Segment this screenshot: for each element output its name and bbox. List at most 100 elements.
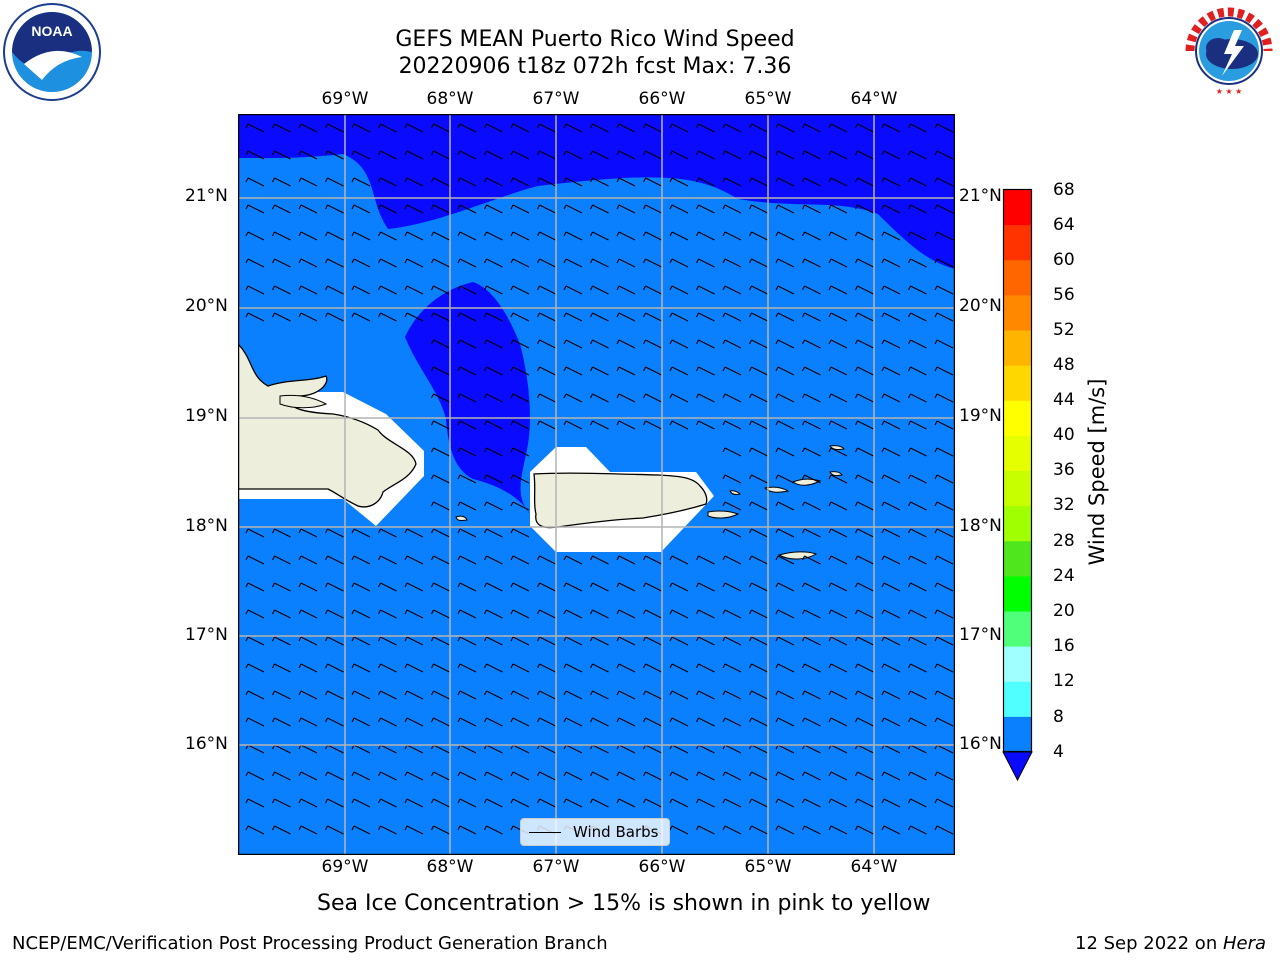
wind-barb — [378, 717, 397, 727]
wind-barb — [616, 177, 636, 187]
wind-barb — [510, 771, 530, 781]
wind-barb — [855, 798, 874, 808]
wind-barb — [272, 609, 291, 619]
wind-barb — [908, 717, 927, 727]
wind-barb — [457, 636, 477, 646]
wind-barb — [775, 285, 795, 295]
wind-barb — [510, 663, 530, 673]
wind-barb — [537, 312, 556, 322]
wind-barb — [669, 717, 689, 727]
wind-barb — [325, 150, 344, 160]
wind-barb — [563, 339, 583, 349]
wind-barb — [563, 771, 583, 781]
wind-barb — [802, 204, 821, 214]
wind-barb — [855, 231, 874, 241]
wind-barb — [749, 393, 768, 403]
wind-barb — [590, 717, 609, 727]
wind-barb — [696, 312, 715, 322]
wind-barb — [457, 690, 477, 700]
wind-barb — [431, 420, 450, 430]
wind-barb — [484, 312, 503, 322]
wind-barb — [590, 204, 609, 214]
wind-barb — [934, 663, 954, 673]
wind-barb — [510, 447, 530, 457]
wind-barb — [643, 393, 662, 403]
wind-barb — [749, 528, 768, 538]
wind-barb — [616, 339, 636, 349]
wind-barb — [775, 339, 795, 349]
wind-barb — [298, 204, 318, 214]
wind-barb — [510, 123, 530, 133]
wind-barb — [431, 258, 450, 268]
wind-barb — [484, 393, 503, 403]
wind-barb — [643, 609, 662, 619]
colorbar-tick: 16 — [1053, 636, 1075, 656]
colorbar-band — [1003, 295, 1032, 331]
wind-barb — [775, 798, 795, 808]
wind-barb — [537, 771, 556, 781]
wind-barb — [643, 204, 662, 214]
wind-barb — [855, 663, 874, 673]
wind-barb — [749, 177, 768, 187]
wind-barb — [749, 339, 768, 349]
wind-barb — [563, 312, 583, 322]
wind-barb — [298, 123, 318, 133]
wind-barb — [828, 258, 848, 268]
colorbar-band — [1003, 330, 1032, 367]
wind-barb — [378, 150, 397, 160]
wind-barb — [775, 609, 795, 619]
wind-barb-legend-line — [529, 832, 561, 833]
colorbar-band — [1003, 576, 1032, 612]
colorbar-tick-labels: 68 64 60 56 52 48 44 40 36 32 28 24 20 1… — [1053, 0, 1093, 960]
wind-barb — [802, 285, 821, 295]
wind-barb — [590, 771, 609, 781]
wind-barb — [616, 690, 636, 700]
wind-barb — [802, 150, 821, 160]
wind-barb — [934, 393, 954, 403]
lat-label-right: 16°N — [959, 734, 1002, 754]
wind-barb — [457, 717, 477, 727]
wind-barb — [908, 582, 927, 592]
wind-barb — [484, 150, 503, 160]
wind-barb — [537, 231, 556, 241]
wind-barb — [590, 285, 609, 295]
wind-barb — [457, 609, 477, 619]
wind-barb — [537, 582, 556, 592]
wind-barb — [828, 717, 848, 727]
wind-barb — [722, 690, 742, 700]
wind-barb — [828, 177, 848, 187]
wind-barb — [828, 393, 848, 403]
wind-barb — [325, 177, 344, 187]
land-vieques — [707, 510, 740, 519]
wind-barb — [404, 177, 424, 187]
wind-barb — [325, 528, 344, 538]
wind-barb — [378, 204, 397, 214]
wind-barb — [669, 204, 689, 214]
wind-barb — [908, 366, 927, 376]
wind-barb — [908, 285, 927, 295]
wind-barb — [298, 528, 318, 538]
wind-barb — [749, 717, 768, 727]
wind-barb — [908, 420, 927, 430]
wind-barb — [484, 474, 503, 484]
wind-barb — [722, 474, 742, 484]
wind-barb — [245, 798, 265, 808]
wind-barb — [457, 798, 477, 808]
lon-label-top: 68°W — [426, 89, 474, 109]
wind-barb — [802, 771, 821, 781]
wind-barb — [881, 285, 901, 295]
wind-barb — [616, 555, 636, 565]
lon-label-bottom: 68°W — [426, 857, 474, 877]
wind-barb — [775, 528, 795, 538]
wind-barb — [404, 204, 424, 214]
wind-barb — [881, 609, 901, 619]
lon-label-bottom: 66°W — [638, 857, 686, 877]
wind-barb — [510, 177, 530, 187]
wind-barb — [802, 555, 821, 565]
colorbar-band — [1003, 225, 1032, 261]
wind-barb — [351, 312, 371, 322]
wind-barb — [563, 393, 583, 403]
wind-barb — [484, 555, 503, 565]
wind-barb — [802, 690, 821, 700]
wind-barb — [378, 825, 397, 835]
